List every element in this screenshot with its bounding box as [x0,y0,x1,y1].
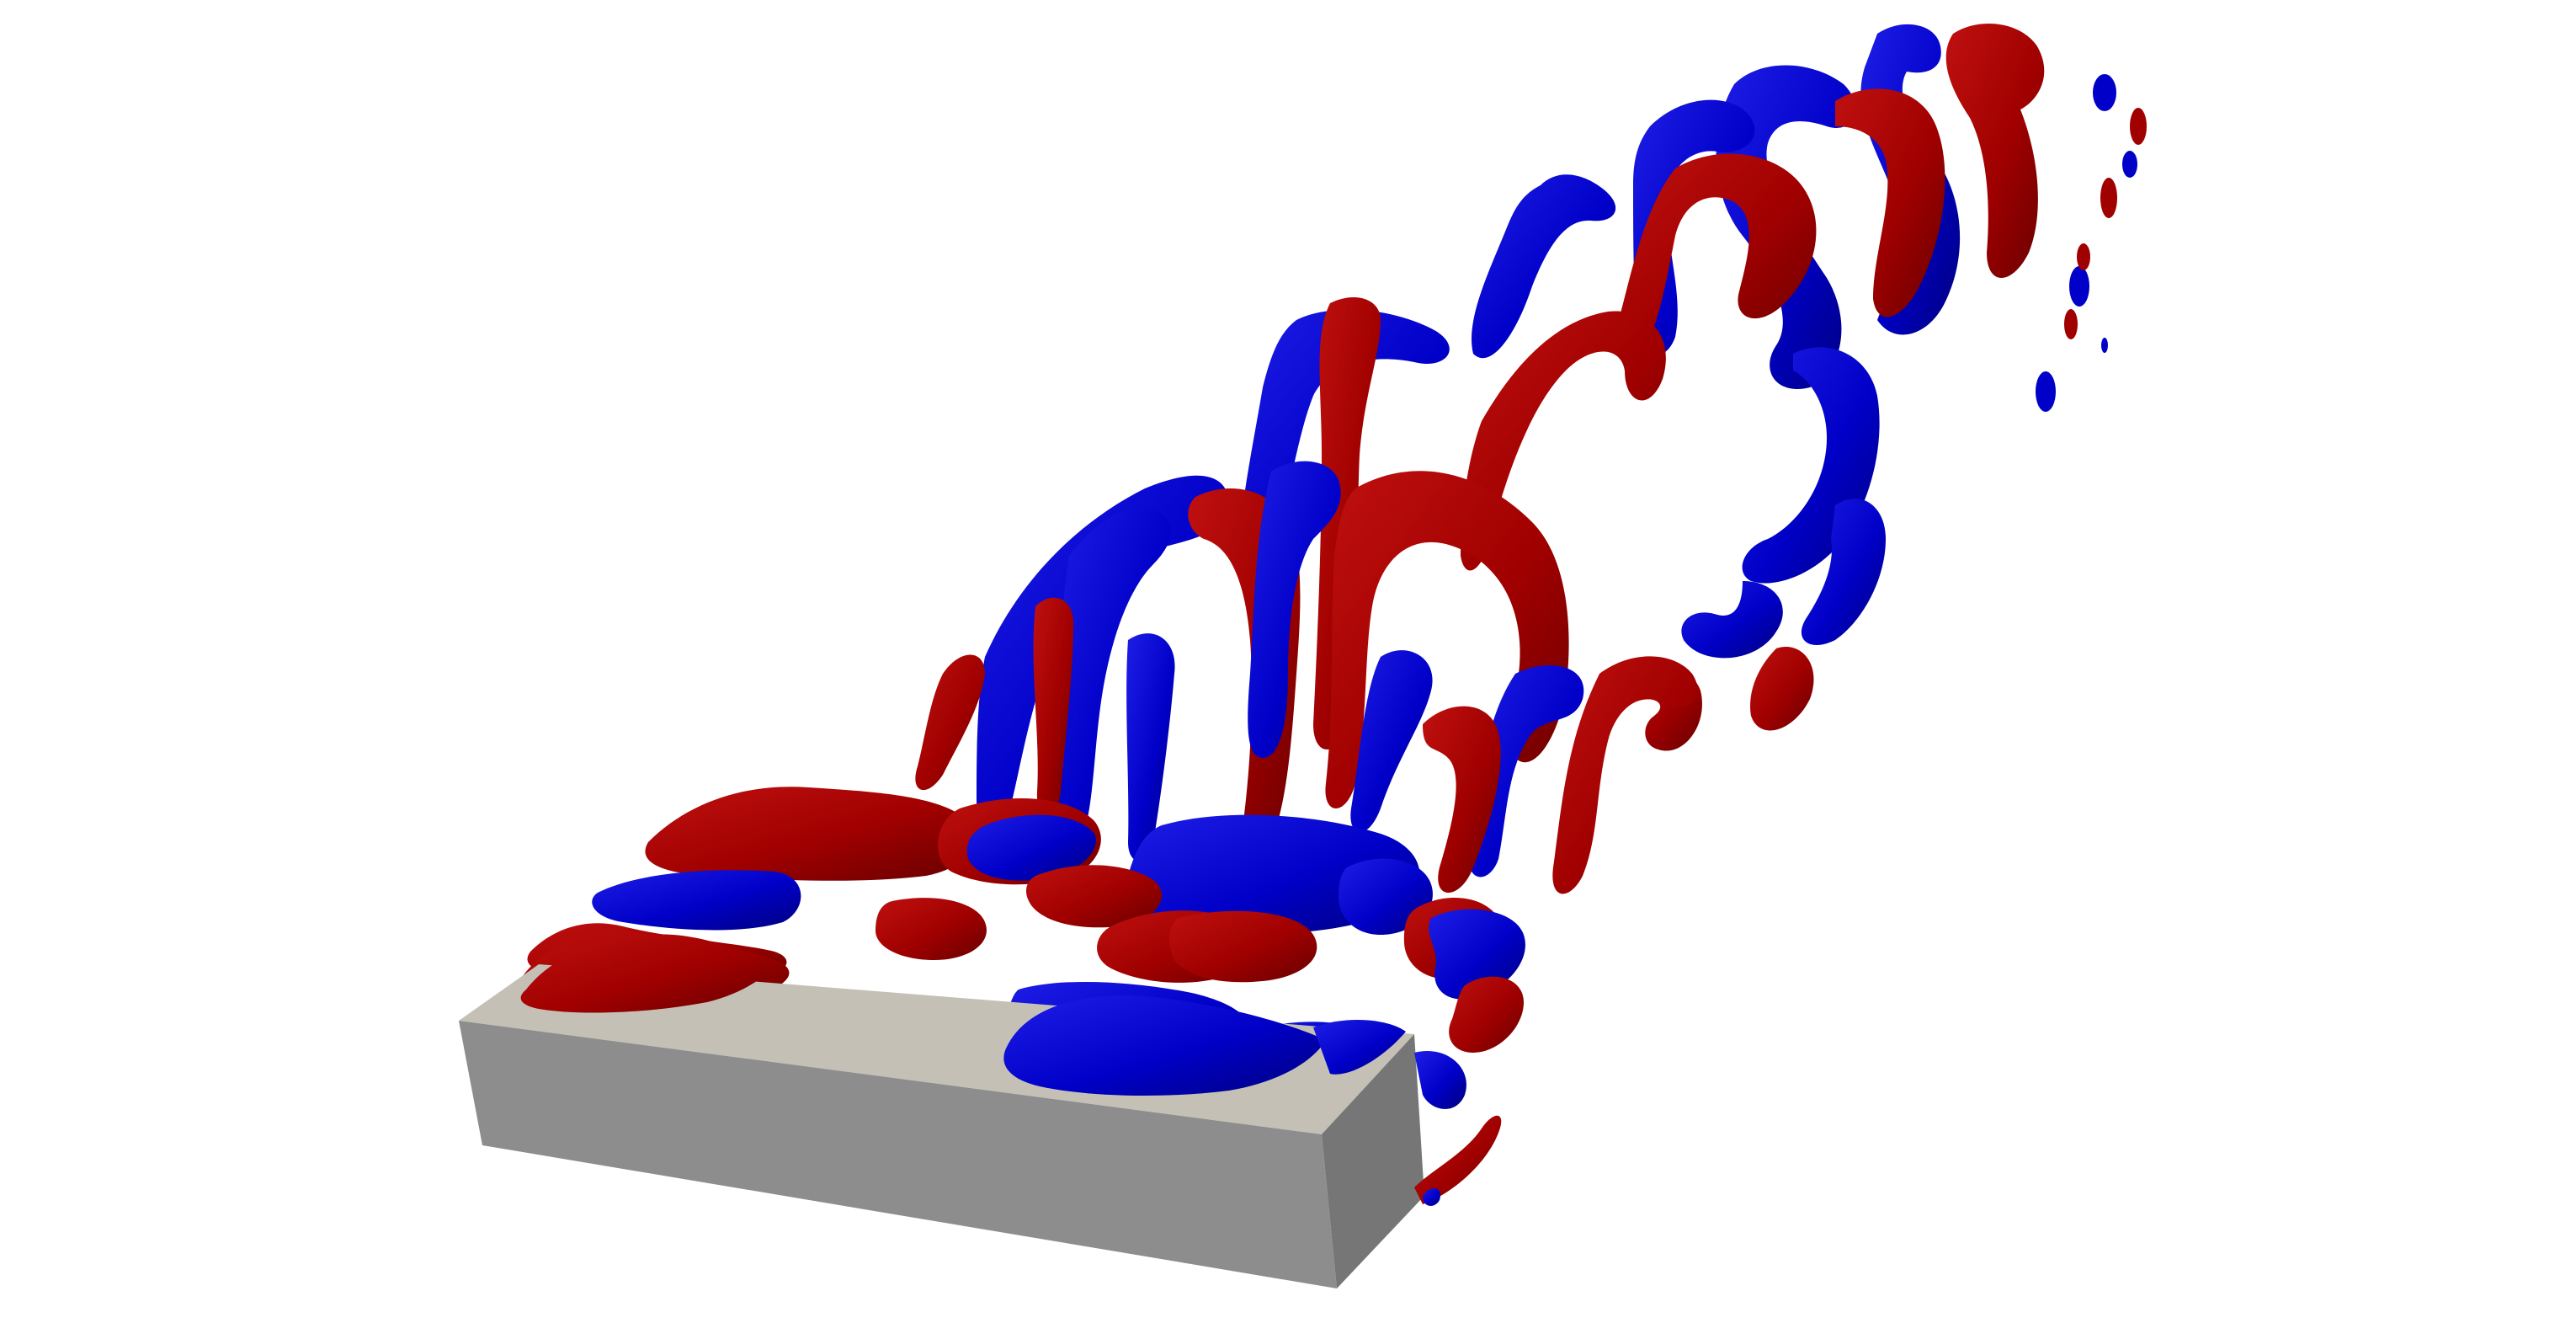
red-shear-layer [876,898,987,960]
red-fragment [2100,178,2117,218]
blue-fragment [2101,338,2108,353]
red-shear-layer [1025,865,1163,928]
blue-tube-segment [1429,909,1525,1000]
mid-wake-vortices [915,461,1698,894]
red-surface-sheet [520,934,774,1013]
red-shear-layer [1168,910,1317,983]
body-surface-vortices [520,934,1406,1096]
blue-fragment [2122,151,2137,178]
blue-tube-segment [1414,1051,1466,1109]
red-hairpin-vortex [1552,656,1698,894]
blue-fragment [2093,74,2116,111]
red-fragment [2130,108,2147,145]
trailing-edge-fragments [1414,1051,1502,1206]
blue-tube-segment [1681,581,1783,659]
red-tube-segment [1033,597,1073,817]
red-tube-segment [915,654,985,791]
red-fragment [2077,243,2090,270]
bluff-body [459,964,1424,1288]
red-hairpin-large [1325,471,1569,808]
red-hairpin-vortex [1614,153,1817,361]
blue-shear-layer [966,814,1096,881]
red-fragment [2064,309,2078,339]
blue-hairpin-large [1248,461,1341,758]
body-side-face [1322,1034,1424,1288]
red-hairpin-vortex [1423,706,1501,893]
red-hairpin-vortex [1835,88,1945,317]
blue-shear-layer [592,870,801,931]
red-hairpin-vortex [1945,24,2045,278]
blue-fragment [2036,371,2056,412]
blue-hairpin-vortex [1237,309,1450,581]
blue-fragment [2069,266,2089,307]
red-hairpin-vortex [1461,311,1666,571]
body-front-face [459,1021,1337,1288]
blue-hairpin-vortex [1468,665,1584,878]
blue-surface-sheet [1313,1019,1406,1075]
blue-tube-segment [1801,499,1886,645]
blue-hairpin-large [1052,507,1171,844]
blue-trailing-fragment [1423,1187,1440,1206]
blue-hairpin-vortex [1472,174,1616,359]
red-trailing-fragment [1414,1115,1502,1204]
blue-tube-segment [1350,650,1433,833]
red-shear-layer [645,787,975,881]
red-tube-segment [1750,647,1814,731]
blue-surface-sheet [1003,995,1326,1096]
blue-tube-segment [1126,633,1175,862]
red-tube-segment [1449,976,1524,1053]
far-wake-fragments [2036,74,2147,412]
